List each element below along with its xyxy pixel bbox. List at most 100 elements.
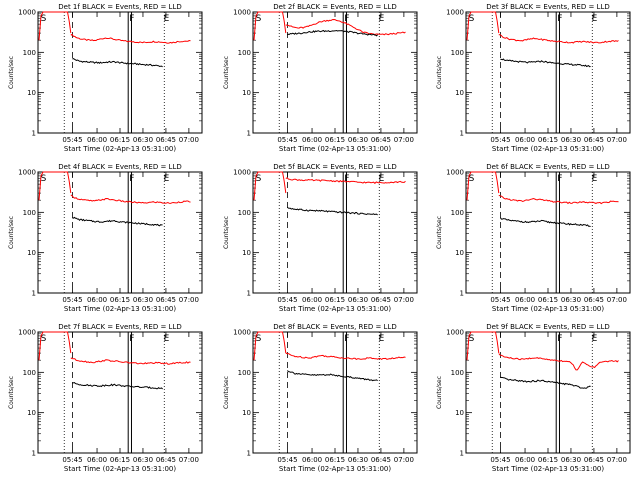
x-tick-label: 06:30 bbox=[561, 136, 581, 144]
series-events-line bbox=[72, 382, 163, 390]
marker-f: F bbox=[344, 174, 349, 184]
plot-frame bbox=[252, 331, 418, 454]
marker-f: F bbox=[557, 174, 562, 184]
x-tick-label: 07:00 bbox=[607, 136, 627, 144]
x-tick-label: 06:00 bbox=[87, 456, 107, 464]
panel-title: Det 5f BLACK = Events, RED = LLD bbox=[273, 163, 396, 171]
x-tick-label: 06:15 bbox=[538, 296, 558, 304]
marker-s: S bbox=[256, 14, 262, 24]
y-tick-label: 1 bbox=[247, 130, 251, 138]
x-tick-label: 06:45 bbox=[156, 136, 176, 144]
marker-f: F bbox=[344, 334, 349, 344]
x-tick-label: 05:45 bbox=[490, 136, 510, 144]
plot-frame bbox=[465, 171, 631, 294]
plot-frame bbox=[37, 11, 203, 134]
marker-e: E bbox=[592, 174, 598, 184]
x-tick-label: 05:45 bbox=[62, 296, 82, 304]
marker-e: E bbox=[592, 334, 598, 344]
y-tick-label: 10 bbox=[242, 89, 251, 97]
x-tick-label: 06:45 bbox=[156, 296, 176, 304]
y-tick-label: 100 bbox=[451, 209, 464, 217]
panel-title: Det 3f BLACK = Events, RED = LLD bbox=[486, 3, 609, 11]
y-tick-label: 1000 bbox=[233, 329, 251, 337]
x-tick-label: 05:45 bbox=[277, 456, 297, 464]
series-lld-line bbox=[70, 33, 191, 44]
x-axis-label: Start Time (02-Apr-13 05:31:00) bbox=[64, 465, 176, 473]
x-tick-label: 06:15 bbox=[325, 296, 345, 304]
marker-s: S bbox=[41, 14, 47, 24]
series-lld-line bbox=[285, 177, 406, 184]
y-tick-label: 100 bbox=[238, 369, 251, 377]
x-axis-label: Start Time (02-Apr-13 05:31:00) bbox=[64, 145, 176, 153]
x-tick-label: 07:00 bbox=[179, 296, 199, 304]
plot-frame bbox=[465, 331, 631, 454]
x-tick-label: 06:30 bbox=[348, 136, 368, 144]
x-tick-label: 05:45 bbox=[277, 136, 297, 144]
x-tick-label: 06:00 bbox=[87, 136, 107, 144]
y-tick-label: 10 bbox=[455, 409, 464, 417]
spike-line bbox=[253, 11, 287, 41]
marker-s: S bbox=[469, 14, 475, 24]
y-tick-label: 1000 bbox=[446, 9, 464, 17]
marker-f: F bbox=[344, 14, 349, 24]
y-tick-label: 100 bbox=[23, 369, 36, 377]
x-tick-label: 06:45 bbox=[584, 136, 604, 144]
y-tick-label: 10 bbox=[455, 249, 464, 257]
marker-e: E bbox=[164, 14, 170, 24]
series-lld-line bbox=[70, 194, 191, 204]
y-axis-label: Counts/sec bbox=[436, 216, 443, 249]
panel-title: Det 1f BLACK = Events, RED = LLD bbox=[58, 3, 181, 11]
x-tick-label: 07:00 bbox=[607, 456, 627, 464]
panel-title: Det 8f BLACK = Events, RED = LLD bbox=[273, 323, 396, 331]
series-events-line bbox=[287, 370, 378, 382]
panel-title: Det 7f BLACK = Events, RED = LLD bbox=[58, 323, 181, 331]
panel-9: Det 9f BLACK = Events, RED = LLD Counts/s… bbox=[436, 323, 631, 473]
y-tick-label: 1 bbox=[460, 130, 464, 138]
x-tick-label: 06:45 bbox=[371, 136, 391, 144]
panel-title: Det 9f BLACK = Events, RED = LLD bbox=[486, 323, 609, 331]
panel-1: Det 1f BLACK = Events, RED = LLD Counts/s… bbox=[8, 3, 203, 153]
y-tick-label: 1 bbox=[32, 450, 36, 458]
series-events-line bbox=[499, 217, 591, 227]
panel-title: Det 4f BLACK = Events, RED = LLD bbox=[58, 163, 181, 171]
marker-s: S bbox=[41, 334, 47, 344]
marker-s: S bbox=[469, 334, 475, 344]
x-tick-label: 05:45 bbox=[62, 136, 82, 144]
panel-5: Det 5f BLACK = Events, RED = LLD Counts/s… bbox=[223, 163, 418, 313]
series-lld-line bbox=[498, 194, 619, 205]
y-tick-label: 1000 bbox=[18, 329, 36, 337]
spike-line bbox=[38, 11, 72, 41]
y-tick-label: 1000 bbox=[18, 169, 36, 177]
x-tick-label: 05:45 bbox=[62, 456, 82, 464]
y-tick-label: 10 bbox=[27, 409, 36, 417]
series-lld-line bbox=[285, 352, 406, 361]
y-tick-label: 1 bbox=[32, 130, 36, 138]
marker-e: E bbox=[379, 174, 385, 184]
panel-7: Det 7f BLACK = Events, RED = LLD Counts/s… bbox=[8, 323, 203, 473]
y-tick-label: 100 bbox=[23, 49, 36, 57]
y-tick-label: 100 bbox=[23, 209, 36, 217]
spike-line bbox=[466, 171, 500, 201]
series-events-line bbox=[500, 58, 591, 68]
spike-line bbox=[466, 11, 500, 41]
x-axis-label: Start Time (02-Apr-13 05:31:00) bbox=[492, 145, 604, 153]
series-events-line bbox=[72, 216, 163, 227]
y-tick-label: 1000 bbox=[18, 9, 36, 17]
plot-frame bbox=[465, 11, 631, 134]
panel-8: Det 8f BLACK = Events, RED = LLD Counts/s… bbox=[223, 323, 418, 473]
x-axis-label: Start Time (02-Apr-13 05:31:00) bbox=[64, 305, 176, 313]
y-tick-label: 10 bbox=[242, 249, 251, 257]
y-tick-label: 1 bbox=[32, 290, 36, 298]
y-axis-label: Counts/sec bbox=[223, 216, 230, 249]
y-axis-label: Counts/sec bbox=[8, 216, 15, 249]
x-tick-label: 06:00 bbox=[302, 296, 322, 304]
plot-frame bbox=[37, 171, 203, 294]
panel-3: Det 3f BLACK = Events, RED = LLD Counts/s… bbox=[436, 3, 631, 153]
x-tick-label: 06:00 bbox=[302, 456, 322, 464]
x-tick-label: 07:00 bbox=[179, 136, 199, 144]
y-tick-label: 10 bbox=[27, 249, 36, 257]
series-events-line bbox=[500, 376, 591, 389]
panel-title: Det 6f BLACK = Events, RED = LLD bbox=[486, 163, 609, 171]
x-tick-label: 06:30 bbox=[348, 296, 368, 304]
x-axis-label: Start Time (02-Apr-13 05:31:00) bbox=[492, 305, 604, 313]
